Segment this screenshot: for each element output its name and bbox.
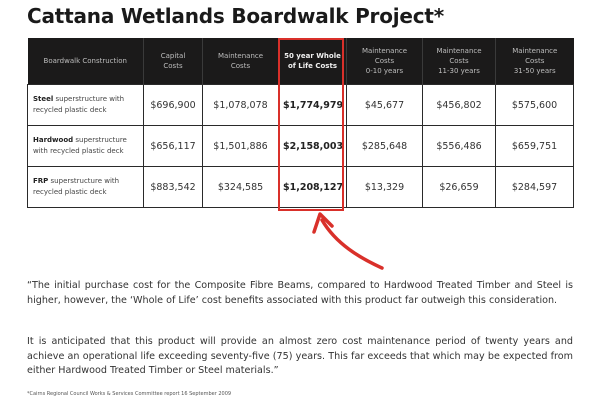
maintenance-cost-cell: $1,501,886 [202,125,279,167]
maintenance-31-50-cell: $575,600 [495,84,574,126]
header-maintenance-31-50: Maintenance Costs 31-50 years [495,38,574,85]
maintenance-11-30-cell: $456,802 [422,84,496,126]
maintenance-31-50-cell: $284,597 [495,166,574,208]
construction-type-cell: FRP superstructure with recycled plastic… [27,166,144,208]
construction-type-cell: Steel superstructure with recycled plast… [27,84,144,126]
maintenance-11-30-cell: $556,486 [422,125,496,167]
whole-life-cost-cell: $1,774,979 [278,84,347,126]
page-title: Cattana Wetlands Boardwalk Project* [27,4,445,28]
table-row: FRP superstructure with recycled plastic… [27,166,574,208]
cost-comparison-table: Boardwalk Construction Capital Costs Main… [27,38,574,208]
maintenance-cost-cell: $1,078,078 [202,84,279,126]
maintenance-11-30-cell: $26,659 [422,166,496,208]
capital-cost-cell: $883,542 [143,166,203,208]
header-maintenance-0-10: Maintenance Costs 0-10 years [346,38,423,85]
red-arrow-icon [312,212,384,270]
whole-life-cost-cell: $1,208,127 [278,166,347,208]
capital-cost-cell: $696,900 [143,84,203,126]
whole-life-cost-cell: $2,158,003 [278,125,347,167]
quote-paragraph-1: “The initial purchase cost for the Compo… [27,280,573,306]
maintenance-0-10-cell: $285,648 [346,125,423,167]
maintenance-0-10-cell: $45,677 [346,84,423,126]
maintenance-31-50-cell: $659,751 [495,125,574,167]
header-maintenance-11-30: Maintenance Costs 11-30 years [422,38,496,85]
maintenance-0-10-cell: $13,329 [346,166,423,208]
quote-paragraph-2: It is anticipated that this product will… [27,336,573,376]
table-row: Hardwood superstructure with recycled pl… [27,125,574,167]
header-whole-life-costs: 50 year Whole of Life Costs [278,38,347,85]
maintenance-cost-cell: $324,585 [202,166,279,208]
header-maintenance-costs: Maintenance Costs [202,38,279,85]
table-header-row: Boardwalk Construction Capital Costs Main… [27,38,574,85]
construction-type-cell: Hardwood superstructure with recycled pl… [27,125,144,167]
table-row: Steel superstructure with recycled plast… [27,84,574,126]
source-footnote: *Cairns Regional Council Works & Service… [27,391,232,397]
header-capital-costs: Capital Costs [143,38,203,85]
header-boardwalk-construction: Boardwalk Construction [27,38,144,85]
capital-cost-cell: $656,117 [143,125,203,167]
